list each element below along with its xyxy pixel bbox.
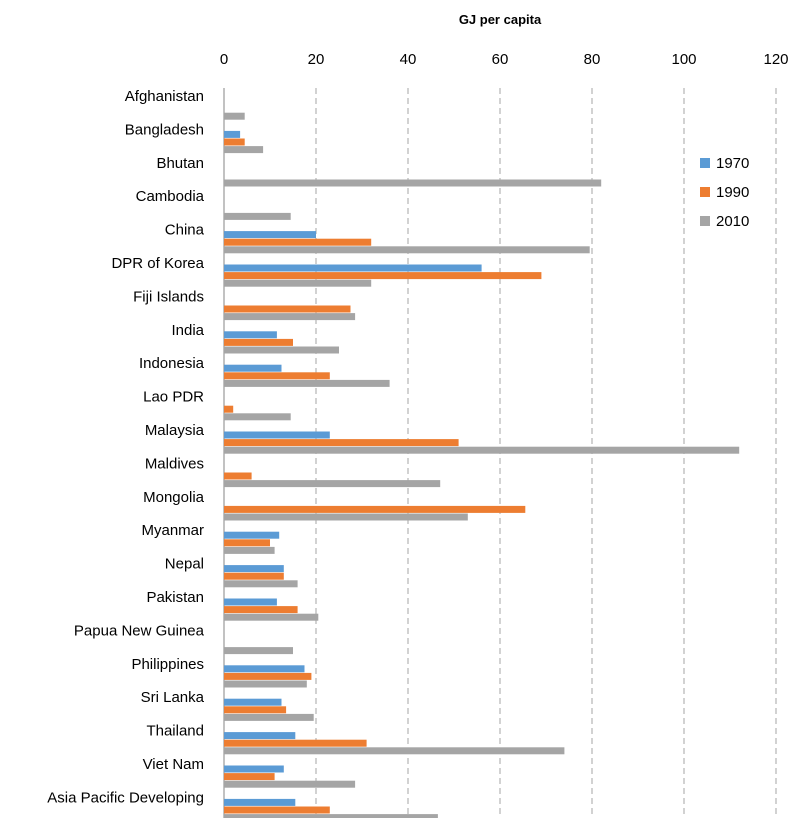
bar-1990 — [224, 306, 351, 313]
bar-1990 — [224, 272, 541, 279]
category-label: Bangladesh — [125, 121, 204, 138]
bar-1990 — [224, 773, 275, 780]
bar-1970 — [224, 331, 277, 338]
x-tick-label: 80 — [584, 51, 601, 68]
bar-1990 — [224, 506, 525, 513]
bar-2010 — [224, 246, 590, 253]
category-label: Malaysia — [145, 422, 205, 439]
category-label: Sri Lanka — [141, 689, 205, 706]
bar-1990 — [224, 539, 270, 546]
category-label: Nepal — [165, 556, 204, 573]
bar-1970 — [224, 699, 282, 706]
x-tick-label: 40 — [400, 51, 417, 68]
bars — [224, 113, 739, 818]
bar-2010 — [224, 547, 275, 554]
legend-label: 1990 — [716, 184, 749, 201]
legend-swatch — [700, 187, 710, 197]
category-label: Myanmar — [141, 522, 204, 539]
bar-2010 — [224, 514, 468, 521]
bar-2010 — [224, 146, 263, 153]
x-tick-label: 100 — [671, 51, 696, 68]
x-tick-label: 0 — [220, 51, 228, 68]
bar-1970 — [224, 432, 330, 439]
bar-2010 — [224, 781, 355, 788]
legend-label: 2010 — [716, 213, 749, 230]
bar-2010 — [224, 580, 298, 587]
bar-1990 — [224, 372, 330, 379]
bar-1970 — [224, 231, 316, 238]
legend-label: 1970 — [716, 155, 749, 172]
legend-swatch — [700, 216, 710, 226]
bar-1990 — [224, 439, 459, 446]
bar-2010 — [224, 380, 390, 387]
category-label: DPR of Korea — [111, 255, 204, 272]
bar-2010 — [224, 113, 245, 120]
bar-2010 — [224, 413, 291, 420]
bar-2010 — [224, 213, 291, 220]
bar-1970 — [224, 799, 295, 806]
category-label: Cambodia — [136, 188, 205, 205]
category-label: China — [165, 222, 205, 239]
bar-1970 — [224, 565, 284, 572]
bar-2010 — [224, 347, 339, 354]
category-label: Papua New Guinea — [74, 622, 205, 639]
category-label: Lao PDR — [143, 389, 204, 406]
bar-1970 — [224, 265, 482, 272]
bar-1990 — [224, 706, 286, 713]
x-tick-label: 20 — [308, 51, 325, 68]
bar-1970 — [224, 665, 305, 672]
bar-1990 — [224, 673, 311, 680]
category-label: Asia Pacific Developing — [47, 789, 204, 806]
bar-2010 — [224, 647, 293, 654]
category-label: Philippines — [131, 656, 204, 673]
bar-1990 — [224, 573, 284, 580]
x-axis-title: GJ per capita — [459, 12, 542, 27]
bar-1970 — [224, 365, 282, 372]
bar-1970 — [224, 732, 295, 739]
bar-2010 — [224, 180, 601, 187]
bar-2010 — [224, 714, 314, 721]
bar-1990 — [224, 807, 330, 814]
bar-1990 — [224, 606, 298, 613]
bar-2010 — [224, 313, 355, 320]
legend: 1970 1990 2010 — [700, 155, 749, 230]
bar-2010 — [224, 681, 307, 688]
category-labels: Afghanistan Bangladesh Bhutan Cambodia China… — [47, 88, 204, 806]
x-tick-label: 120 — [763, 51, 788, 68]
bar-1990 — [224, 740, 367, 747]
category-label: Indonesia — [139, 355, 205, 372]
category-label: Pakistan — [146, 589, 204, 606]
bar-1970 — [224, 131, 240, 138]
x-tick-label: 60 — [492, 51, 509, 68]
bar-2010 — [224, 814, 438, 818]
bar-1990 — [224, 339, 293, 346]
category-label: Viet Nam — [143, 756, 204, 773]
bar-1990 — [224, 139, 245, 146]
category-label: India — [171, 322, 204, 339]
bar-2010 — [224, 447, 739, 454]
category-label: Thailand — [146, 723, 204, 740]
bar-2010 — [224, 614, 318, 621]
bar-1990 — [224, 239, 371, 246]
bar-1990 — [224, 406, 233, 413]
bar-1970 — [224, 532, 279, 539]
category-label: Mongolia — [143, 489, 205, 506]
category-label: Fiji Islands — [133, 288, 204, 305]
bar-1970 — [224, 766, 284, 773]
bar-1970 — [224, 599, 277, 606]
x-tick-labels: 0 20 40 60 80 100 120 — [220, 51, 789, 68]
category-label: Bhutan — [156, 155, 204, 172]
bar-2010 — [224, 747, 564, 754]
category-label: Afghanistan — [125, 88, 204, 105]
bar-1990 — [224, 473, 252, 480]
bar-2010 — [224, 280, 371, 287]
bar-2010 — [224, 480, 440, 487]
category-label: Maldives — [145, 455, 204, 472]
legend-swatch — [700, 158, 710, 168]
